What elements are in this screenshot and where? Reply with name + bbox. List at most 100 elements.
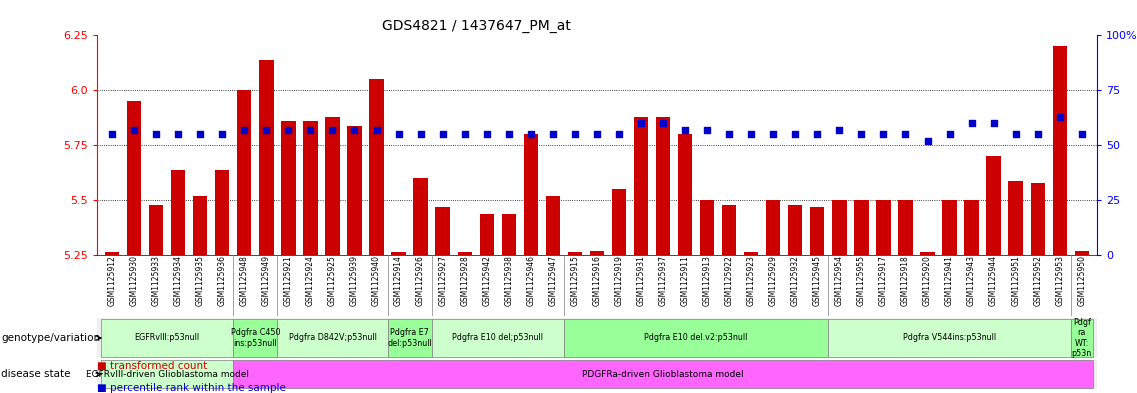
Text: GSM1125937: GSM1125937	[658, 255, 667, 307]
Bar	[277, 319, 388, 357]
Bar	[233, 360, 1093, 388]
Text: GSM1125912: GSM1125912	[108, 255, 117, 306]
Text: Pdgf
ra
WT:
p53n: Pdgf ra WT: p53n	[1072, 318, 1092, 358]
Text: GSM1125917: GSM1125917	[879, 255, 888, 306]
Bar	[943, 200, 956, 255]
Text: GSM1125945: GSM1125945	[813, 255, 822, 307]
Bar	[829, 319, 1071, 357]
Text: GSM1125930: GSM1125930	[130, 255, 139, 307]
Text: GSM1125936: GSM1125936	[218, 255, 226, 307]
Text: disease state: disease state	[1, 369, 70, 379]
Text: GSM1125947: GSM1125947	[548, 255, 557, 307]
Text: GSM1125920: GSM1125920	[923, 255, 932, 306]
Text: GSM1125939: GSM1125939	[350, 255, 359, 307]
Text: Pdgfra C450
ins:p53null: Pdgfra C450 ins:p53null	[231, 328, 280, 348]
Point	[853, 131, 871, 138]
Bar	[501, 214, 516, 255]
Point	[940, 131, 958, 138]
Text: GSM1125925: GSM1125925	[327, 255, 337, 306]
Bar	[304, 121, 317, 255]
Point	[896, 131, 914, 138]
Bar	[432, 319, 564, 357]
Point	[235, 127, 254, 133]
Title: GDS4821 / 1437647_PM_at: GDS4821 / 1437647_PM_at	[382, 19, 571, 33]
Text: GSM1125922: GSM1125922	[724, 255, 733, 306]
Bar	[546, 196, 561, 255]
Bar	[1074, 251, 1089, 255]
Point	[677, 127, 695, 133]
Point	[566, 131, 584, 138]
Text: GSM1125941: GSM1125941	[945, 255, 954, 306]
Text: GSM1125948: GSM1125948	[240, 255, 249, 306]
Text: GSM1125935: GSM1125935	[196, 255, 205, 307]
Bar	[811, 207, 824, 255]
Text: GSM1125918: GSM1125918	[901, 255, 910, 306]
Text: Pdgfra D842V;p53null: Pdgfra D842V;p53null	[289, 334, 376, 342]
Bar	[193, 196, 207, 255]
Bar	[590, 251, 604, 255]
Point	[433, 131, 451, 138]
Text: EGFRvIII-driven Glioblastoma model: EGFRvIII-driven Glioblastoma model	[85, 370, 249, 379]
Text: GSM1125919: GSM1125919	[614, 255, 623, 306]
Bar	[391, 252, 406, 255]
Point	[213, 131, 231, 138]
Text: GSM1125940: GSM1125940	[372, 255, 381, 307]
Text: GSM1125921: GSM1125921	[284, 255, 293, 306]
Bar	[656, 117, 670, 255]
Point	[609, 131, 628, 138]
Bar	[524, 134, 538, 255]
Point	[412, 131, 430, 138]
Text: Pdgfra V544ins:p53null: Pdgfra V544ins:p53null	[903, 334, 996, 342]
Text: PDGFRa-driven Glioblastoma model: PDGFRa-driven Glioblastoma model	[582, 370, 744, 379]
Text: GSM1125955: GSM1125955	[857, 255, 866, 307]
Text: GSM1125934: GSM1125934	[174, 255, 183, 307]
Bar	[567, 252, 582, 255]
Point	[499, 131, 517, 138]
Point	[963, 120, 981, 127]
Text: GSM1125943: GSM1125943	[968, 255, 976, 307]
Text: GSM1125933: GSM1125933	[151, 255, 160, 307]
Point	[257, 127, 275, 133]
Text: GSM1125954: GSM1125954	[835, 255, 844, 307]
Point	[280, 127, 298, 133]
Bar	[700, 200, 714, 255]
Text: GSM1125924: GSM1125924	[306, 255, 315, 306]
Text: GSM1125916: GSM1125916	[592, 255, 601, 306]
Point	[830, 127, 848, 133]
Bar	[259, 60, 274, 255]
Bar	[832, 200, 847, 255]
Text: GSM1125928: GSM1125928	[460, 255, 470, 306]
Bar	[233, 319, 277, 357]
Bar	[480, 214, 493, 255]
Point	[301, 127, 319, 133]
Point	[478, 131, 496, 138]
Text: Pdgfra E7
del:p53null: Pdgfra E7 del:p53null	[388, 328, 432, 348]
Text: EGFRvIII:p53null: EGFRvIII:p53null	[134, 334, 200, 342]
Bar	[633, 117, 648, 255]
Point	[764, 131, 782, 138]
Bar	[127, 101, 141, 255]
Point	[103, 131, 122, 138]
Text: genotype/variation: genotype/variation	[1, 333, 100, 343]
Bar	[281, 121, 296, 255]
Point	[367, 127, 385, 133]
Point	[169, 131, 188, 138]
Point	[588, 131, 606, 138]
Bar	[171, 170, 185, 255]
Point	[874, 131, 893, 138]
Bar	[987, 156, 1001, 255]
Text: GSM1125929: GSM1125929	[769, 255, 778, 306]
Bar	[1030, 183, 1045, 255]
Point	[147, 131, 165, 138]
Bar	[435, 207, 450, 255]
Bar	[964, 200, 979, 255]
Point	[125, 127, 143, 133]
Text: GSM1125953: GSM1125953	[1055, 255, 1064, 307]
Text: GSM1125932: GSM1125932	[790, 255, 799, 306]
Point	[543, 131, 562, 138]
Bar	[149, 205, 164, 255]
Bar	[678, 134, 692, 255]
Point	[720, 131, 738, 138]
Text: GSM1125944: GSM1125944	[989, 255, 998, 307]
Text: GSM1125951: GSM1125951	[1011, 255, 1020, 306]
